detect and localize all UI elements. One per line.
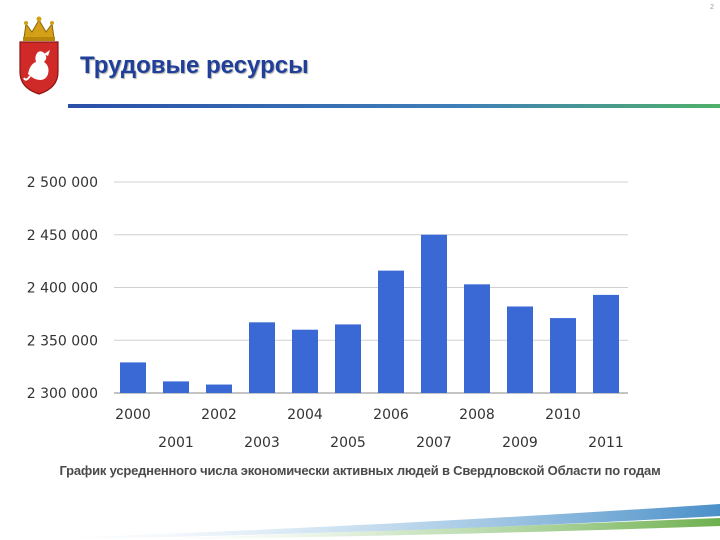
y-tick-label: 2 350 000 (27, 333, 98, 349)
x-tick-label: 2005 (330, 435, 366, 451)
bar-2011 (593, 294, 619, 393)
slide-header: 2 Трудовые ресурсы (0, 0, 720, 112)
x-tick-label: 2000 (115, 407, 151, 423)
bar-2009 (507, 306, 533, 393)
x-tick-label: 2011 (588, 435, 624, 451)
page-title: Трудовые ресурсы (80, 52, 309, 79)
x-tick-label: 2002 (201, 407, 237, 423)
bar-2002 (206, 384, 232, 393)
footer-swoosh (0, 504, 720, 540)
header-divider (68, 104, 720, 108)
x-tick-label: 2003 (244, 435, 280, 451)
chart-bars (120, 234, 619, 393)
x-tick-label: 2001 (158, 435, 194, 451)
page-number: 2 (710, 4, 714, 11)
bar-2010 (550, 318, 576, 393)
y-tick-label: 2 450 000 (27, 228, 98, 244)
bar-2008 (464, 284, 490, 393)
chart-caption: График усредненного числа экономически а… (59, 463, 661, 478)
y-tick-label: 2 300 000 (27, 386, 98, 402)
x-tick-label: 2010 (545, 407, 581, 423)
bar-2000 (120, 362, 146, 393)
bar-2004 (292, 329, 318, 393)
x-tick-label: 2009 (502, 435, 538, 451)
bar-chart: 2 300 000 2 350 000 2 400 000 2 450 000 2 50… (27, 175, 628, 451)
y-tick-label: 2 500 000 (27, 175, 98, 191)
y-axis-labels: 2 300 000 2 350 000 2 400 000 2 450 000 2 50… (27, 175, 98, 402)
bar-2001 (163, 381, 189, 393)
x-axis-labels: 2000 2001 2002 2003 2004 2005 2006 2007 2008 2009… (115, 407, 624, 451)
coat-of-arms-icon (19, 16, 59, 95)
x-tick-label: 2006 (373, 407, 409, 423)
x-tick-label: 2008 (459, 407, 495, 423)
bar-2007 (421, 234, 447, 393)
x-tick-label: 2007 (416, 435, 452, 451)
bar-2005 (335, 324, 361, 393)
bar-2006 (378, 270, 404, 393)
x-tick-label: 2004 (287, 407, 323, 423)
bar-2003 (249, 322, 275, 393)
y-tick-label: 2 400 000 (27, 281, 98, 297)
chart-gridlines (114, 181, 628, 394)
